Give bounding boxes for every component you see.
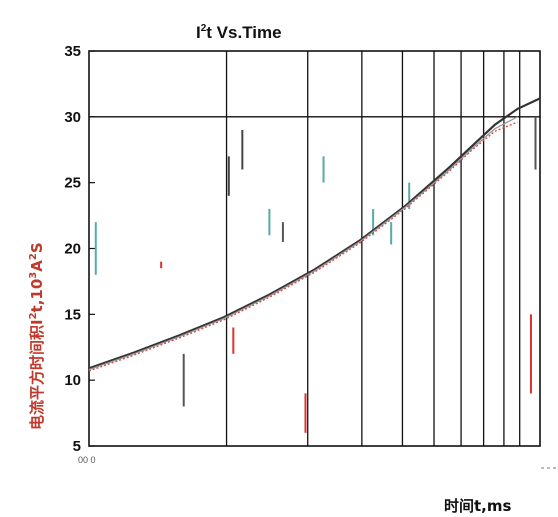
y-axis-label-mid: t,10 [28,279,46,313]
y-axis-label-end: S [28,242,46,253]
y-tick-label-35: 35 [64,43,81,60]
y-axis-label: 电流平方时间积I2t,103A2S [28,242,46,430]
x-tick-label-0: 00 0 [78,455,96,465]
y-tick-label-25: 25 [64,175,81,192]
series-group [88,97,541,372]
y-tick-label-30: 30 [64,109,81,126]
chart-title: I2t Vs.Time [196,23,282,42]
y-axis-ticks: 5 10 15 20 25 30 35 [64,43,95,455]
y-axis-label-sup2: 3 [28,272,39,279]
y-tick-label-10: 10 [64,372,81,389]
series-line-0 [88,97,541,370]
y-axis-label-main: 电流平方时间积I [28,319,46,430]
y-tick-label-15: 15 [64,306,81,323]
y-axis-label-sup3: 2 [28,253,39,260]
y-axis-label-mid2: A [28,260,46,272]
gridlines [89,51,540,446]
chart-title-rest: t Vs.Time [206,23,281,42]
y-axis-label-sup1: 2 [28,312,39,319]
scan-artifacts [94,116,537,433]
series-line-1 [88,121,518,372]
y-tick-label-5: 5 [73,438,81,455]
chart-title-prefix: I [196,23,201,42]
x-axis-label: 时间t,ms [444,497,511,515]
series-line-2 [88,116,518,371]
plot-frame [88,50,541,447]
y-tick-label-20: 20 [64,241,81,258]
chart-title-sup: 2 [201,23,207,34]
